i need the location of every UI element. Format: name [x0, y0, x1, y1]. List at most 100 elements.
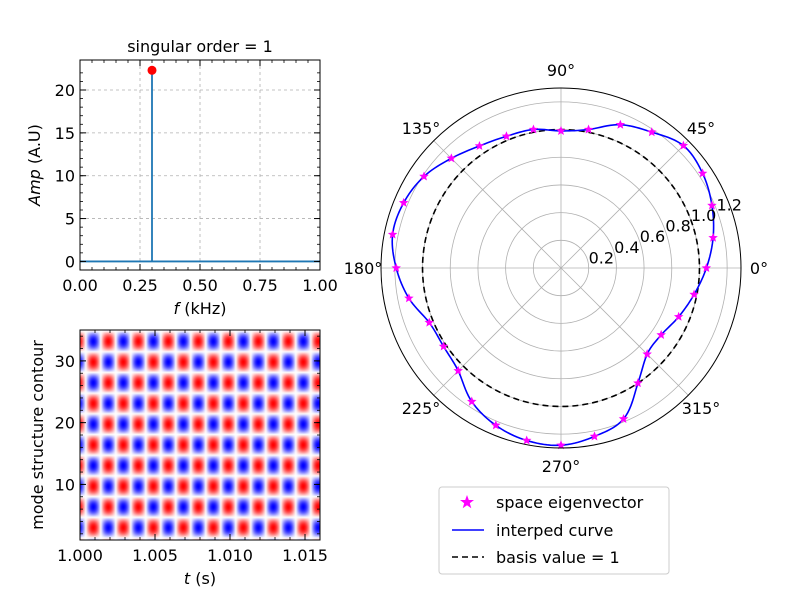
eigenvector-marker: [521, 435, 532, 445]
eigenvector-marker: [419, 171, 429, 181]
eigenvector-marker: [453, 365, 463, 375]
legend-item-basis: basis value = 1: [452, 548, 620, 567]
eigenvector-marker: [708, 232, 718, 242]
polar-angular-gridline: [433, 140, 562, 269]
polar-angular-gridline: [433, 267, 562, 396]
polar-radius-label: 1.2: [717, 195, 742, 214]
eigenvector-marker: [556, 125, 566, 135]
spectrum-ylabel-var: Amp: [25, 169, 44, 207]
spectrum-ytick-label: 15: [55, 124, 75, 143]
eigenvector-marker: [656, 329, 666, 339]
spectrum-line: [80, 70, 320, 263]
eigenvector-marker: [398, 197, 409, 207]
spectrum-xlabel-unit: (kHz): [179, 299, 226, 318]
eigenvector-marker: [583, 124, 594, 134]
spectrum-ticks: 0.00 0.25 0.50 0.75 1.00 0 5 10 15 20: [55, 60, 338, 295]
spectrum-ylabel: Amp (A.U): [25, 124, 44, 207]
eigenvector-marker: [707, 200, 717, 210]
eigenvector-marker: [678, 140, 689, 150]
legend-label-interped: interped curve: [496, 521, 613, 540]
polar-labels: 0° 45° 90° 135° 180° 225° 270° 315° 0.20.40.60.8…: [344, 61, 768, 476]
legend-box: [438, 486, 670, 575]
eigenvector-marker: [689, 289, 699, 299]
contour-heatmap: [80, 330, 320, 540]
eigenvector-marker: [491, 420, 501, 430]
spectrum-xtick-label: 0.00: [62, 276, 98, 295]
eigenvector-marker: [633, 378, 643, 388]
eigenvector-marker: [589, 431, 600, 441]
contour-ytick-label: 10: [55, 475, 75, 494]
eigenvector-marker: [474, 140, 485, 151]
contour-xlabel-unit: (s): [190, 569, 216, 588]
eigenvector-marker: [501, 131, 512, 141]
legend: space eigenvector interped curve basis v…: [438, 486, 670, 575]
contour-ticks: 1.000 1.005 1.010 1.015 10 20 30: [55, 330, 328, 565]
contour-xlabel-var: t: [184, 569, 191, 588]
star-marker-icon: [460, 495, 474, 509]
polar-frame: [380, 87, 742, 449]
legend-item-eigenvector: space eigenvector: [460, 493, 644, 512]
eigenvector-marker: [673, 311, 684, 321]
polar-angle-label: 180°: [344, 259, 383, 278]
spectrum-ytick-label: 0: [65, 252, 75, 271]
eigenvector-marker: [701, 263, 712, 273]
polar-radius-label: 0.6: [640, 227, 665, 246]
polar-panel: 0° 45° 90° 135° 180° 225° 270° 315° 0.20.40.60.8…: [344, 61, 768, 476]
polar-radius-label: 1.0: [691, 206, 716, 225]
eigenvector-marker: [618, 413, 629, 423]
eigenvector-marker: [387, 229, 398, 239]
eigenvector-marker: [647, 127, 657, 137]
contour-image: [80, 330, 320, 540]
polar-radius-label: 0.4: [614, 238, 639, 257]
contour-ylabel: mode structure contour: [28, 340, 47, 530]
legend-item-interped: interped curve: [452, 521, 613, 540]
contour-ytick-label: 30: [55, 352, 75, 371]
contour-xtick-label: 1.000: [57, 546, 103, 565]
spectrum-xtick-label: 0.25: [122, 276, 158, 295]
eigenvector-marker: [697, 168, 708, 178]
spectrum-ylabel-unit: (A.U): [25, 124, 44, 169]
polar-angle-label: 90°: [547, 61, 575, 80]
spectrum-ytick-label: 20: [55, 81, 75, 100]
polar-grid: [381, 88, 741, 448]
spectrum-ytick-label: 5: [65, 210, 75, 229]
eigenvector-marker: [438, 341, 449, 351]
spectrum-xlabel: f (kHz): [174, 299, 227, 318]
polar-angular-gridline: [560, 140, 689, 269]
eigenvector-marker: [642, 349, 652, 359]
eigenvector-marker: [615, 119, 626, 129]
contour-ytick-label: 20: [55, 414, 75, 433]
eigenvector-marker: [404, 293, 414, 303]
legend-label-eigenvector: space eigenvector: [496, 493, 644, 512]
spectrum-xtick-label: 0.75: [242, 276, 278, 295]
polar-series: [387, 119, 718, 450]
contour-xtick-label: 1.010: [207, 546, 253, 565]
eigenvector-marker: [528, 124, 539, 134]
spectrum-title: singular order = 1: [127, 37, 273, 56]
contour-xtick-label: 1.015: [282, 546, 328, 565]
polar-angular-gridline: [560, 267, 689, 396]
polar-angle-label: 225°: [402, 399, 441, 418]
polar-radius-label: 0.8: [665, 217, 690, 236]
spectrum-peak-marker: [147, 65, 157, 75]
contour-panel: 1.000 1.005 1.010 1.015 10 20 30 t (s) mode st…: [28, 329, 328, 588]
spectrum-series: [80, 70, 320, 263]
eigenvector-marker: [391, 263, 401, 273]
legend-label-basis: basis value = 1: [496, 548, 620, 567]
spectrum-xtick-label: 1.00: [302, 276, 338, 295]
spectrum-ytick-label: 10: [55, 167, 75, 186]
polar-radius-label: 0.2: [589, 248, 614, 267]
contour-xtick-label: 1.005: [132, 546, 178, 565]
eigenvector-marker: [467, 396, 477, 406]
polar-angle-label: 45°: [687, 119, 715, 138]
polar-angle-label: 315°: [682, 399, 721, 418]
spectrum-xtick-label: 0.50: [182, 276, 218, 295]
spectrum-peak: [147, 65, 157, 75]
spectrum-xlabel-var: f: [174, 299, 182, 318]
eigenvector-marker: [446, 153, 457, 163]
polar-angle-label: 270°: [542, 457, 581, 476]
contour-xlabel: t (s): [184, 569, 216, 588]
eigenvector-marker: [556, 440, 566, 450]
polar-angle-label: 135°: [402, 119, 441, 138]
